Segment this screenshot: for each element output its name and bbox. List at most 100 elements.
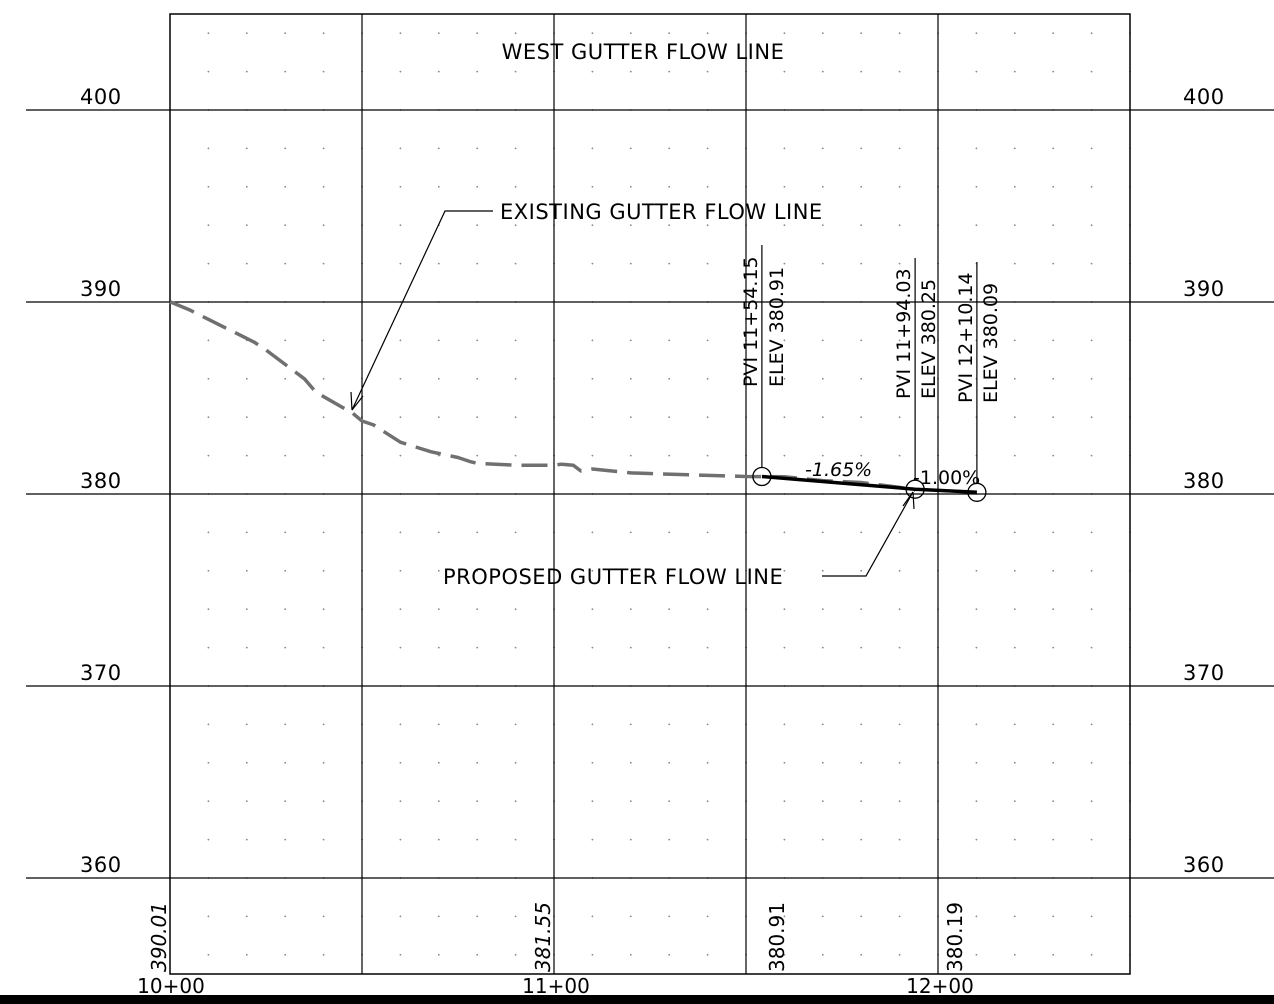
grid-dot (1090, 761, 1093, 764)
grid-dot (1052, 723, 1055, 726)
grid-dot (821, 953, 824, 956)
grid-dot (898, 339, 901, 342)
grid-dot (1052, 646, 1055, 649)
grid-dot (821, 646, 824, 649)
grid-dot (245, 569, 248, 572)
grid-dot (860, 608, 863, 611)
grid-dot (1013, 185, 1016, 188)
grid-dot (668, 147, 671, 150)
grid-dot (783, 339, 786, 342)
grid-dot (437, 761, 440, 764)
grid-dot (245, 262, 248, 265)
grid-dot (898, 646, 901, 649)
elev-tick-label: 390 (1183, 277, 1225, 301)
grid-dot (629, 531, 632, 534)
grid-dot (591, 147, 594, 150)
grid-dot (207, 531, 210, 534)
grid-dot (1090, 915, 1093, 918)
grid-dot (399, 761, 402, 764)
proposed-callout-arrow-icon (902, 491, 915, 510)
grid-dot (1090, 224, 1093, 227)
grid-dot (514, 646, 517, 649)
grid-dot (975, 185, 978, 188)
grid-dot (629, 32, 632, 35)
grid-dot (476, 416, 479, 419)
grid-dot (1090, 185, 1093, 188)
grid-dot (245, 147, 248, 150)
grid-dot (706, 185, 709, 188)
grid-dot (898, 32, 901, 35)
grid-dot (476, 608, 479, 611)
grid-dot (284, 838, 287, 841)
grid-dot (783, 147, 786, 150)
proposed-gutter-line (761, 474, 977, 495)
grid-dot (476, 377, 479, 380)
grid-dot (706, 646, 709, 649)
grid-dot (514, 723, 517, 726)
grid-dot (860, 723, 863, 726)
grid-dot (860, 569, 863, 572)
existing-callout-label: EXISTING GUTTER FLOW LINE (500, 200, 823, 224)
grid-dot (591, 915, 594, 918)
grid-dot (284, 953, 287, 956)
grid-dot (668, 416, 671, 419)
grid-dot (476, 646, 479, 649)
grid-dot (668, 185, 671, 188)
grid-dot (898, 454, 901, 457)
grid-dot (706, 377, 709, 380)
grid-dot (975, 224, 978, 227)
grid-dot (437, 838, 440, 841)
grid-dot (399, 70, 402, 73)
grid-dot (783, 377, 786, 380)
existing-gutter-line (169, 300, 916, 493)
grid-dot (975, 70, 978, 73)
grid-dot (437, 262, 440, 265)
existing-callout-arrow-icon (350, 391, 364, 411)
grid-dot (1013, 416, 1016, 419)
grid-dot (1052, 185, 1055, 188)
grid-dot (668, 915, 671, 918)
proposed-callout-leader (822, 491, 914, 577)
grid-dot (284, 377, 287, 380)
grid-dot (591, 569, 594, 572)
grid-dot (975, 723, 978, 726)
grid-dot (706, 569, 709, 572)
grid-dot (284, 800, 287, 803)
grid-dot (821, 800, 824, 803)
grid-dot (591, 646, 594, 649)
grid-dot (860, 339, 863, 342)
grid-dot (860, 531, 863, 534)
grid-dot (898, 185, 901, 188)
grid-dot (437, 569, 440, 572)
grid-dot (591, 416, 594, 419)
pvi-station-label: PVI 11+94.03 (893, 268, 915, 399)
grid-dot (207, 569, 210, 572)
grid-dot (668, 761, 671, 764)
grid-dot (706, 800, 709, 803)
grid-dot (437, 70, 440, 73)
grid-dot (860, 224, 863, 227)
grid-dot (437, 147, 440, 150)
grid-dot (476, 32, 479, 35)
grid-dot (437, 608, 440, 611)
grid-dot (284, 531, 287, 534)
grid-dot (668, 838, 671, 841)
grid-dot (975, 838, 978, 841)
grid-dot (668, 531, 671, 534)
grid-dot (706, 339, 709, 342)
grid-dot (898, 147, 901, 150)
grid-dot (860, 646, 863, 649)
grid-dot (476, 262, 479, 265)
grid-dot (821, 838, 824, 841)
grid-dot (860, 70, 863, 73)
grid-dot (476, 953, 479, 956)
pvi-elev-label: ELEV 380.25 (918, 279, 940, 399)
grid-dot (514, 608, 517, 611)
grid-dot (706, 531, 709, 534)
pvi-circle (905, 479, 925, 499)
grid-dot (207, 262, 210, 265)
grid-dot (821, 377, 824, 380)
grid-dot (1052, 761, 1055, 764)
grid-dot (207, 32, 210, 35)
grid-dot (1090, 70, 1093, 73)
